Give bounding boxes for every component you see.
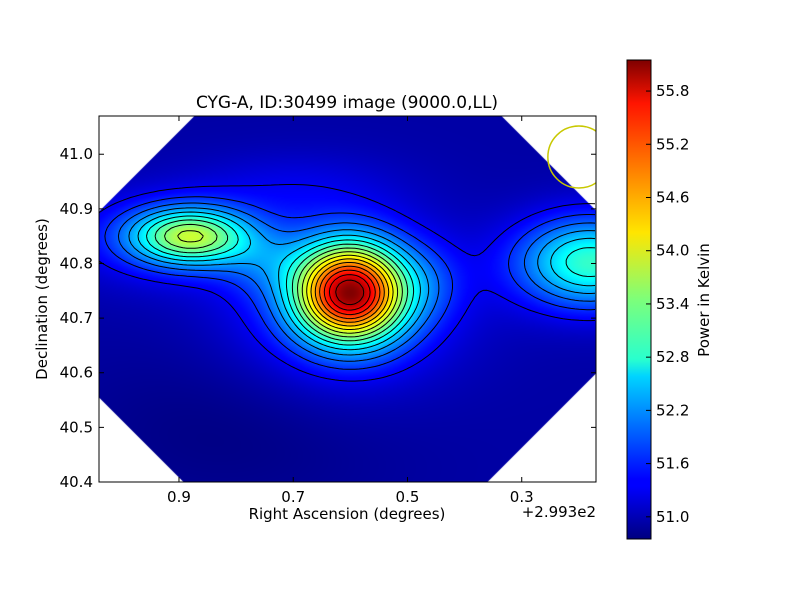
x-axis-ticks: 0.9 0.7 0.5 0.3 (167, 116, 534, 506)
axes-frame (98, 115, 597, 483)
contour-line (314, 262, 385, 323)
y-tick-label: 40.5 (60, 418, 93, 436)
heatmap-image (99, 116, 596, 482)
y-tick-label: 41.0 (60, 145, 93, 163)
contour-line (335, 279, 365, 306)
colorbar-tick-label: 55.8 (656, 82, 689, 100)
contour-line (128, 207, 596, 356)
y-axis-label: Declination (degrees) (33, 218, 51, 380)
y-tick-label: 40.4 (60, 473, 93, 491)
contour-line (177, 230, 399, 334)
contour-line (104, 196, 596, 370)
x-tick-label: 0.9 (167, 488, 191, 506)
y-tick-label: 40.8 (60, 254, 93, 272)
colorbar-tick-label: 51.0 (656, 508, 689, 526)
contour-line (323, 269, 376, 316)
contour-line (146, 215, 596, 346)
x-tick-label: 0.5 (396, 488, 420, 506)
contour-line (99, 184, 596, 382)
colorbar (626, 59, 652, 540)
beam-circle (547, 125, 596, 189)
plot-area (99, 116, 596, 482)
contour-lines (99, 184, 596, 382)
colorbar-tick-label: 55.2 (656, 135, 689, 153)
y-axis-ticks: 40.4 40.5 40.6 40.7 40.8 40.9 41.0 (60, 145, 596, 491)
colorbar-tick-label: 54.0 (656, 242, 689, 260)
contour-line (137, 211, 596, 351)
contour-line (164, 223, 403, 338)
contour-line (117, 202, 596, 362)
colorbar-label: Power in Kelvin (695, 243, 713, 357)
y-tick-label: 40.6 (60, 364, 93, 382)
contour-line (306, 254, 394, 330)
y-tick-label: 40.7 (60, 309, 93, 327)
colorbar-tick-label: 52.8 (656, 348, 689, 366)
chart-title: CYG-A, ID:30499 image (9000.0,LL) (196, 93, 498, 113)
x-axis-label: Right Ascension (degrees) (249, 505, 446, 523)
x-axis-offset: +2.993e2 (522, 503, 596, 521)
contour-line (154, 219, 409, 342)
colorbar-ticks: 51.0 51.6 52.2 52.8 53.4 54.0 54.6 55.2 55.8 (646, 82, 689, 526)
colorbar-tick-label: 52.2 (656, 401, 689, 419)
y-tick-label: 40.9 (60, 200, 93, 218)
colorbar-tick-label: 54.6 (656, 188, 689, 206)
colorbar-tick-label: 51.6 (656, 455, 689, 473)
contour-line (328, 274, 371, 311)
x-tick-label: 0.7 (281, 488, 305, 506)
x-tick-label: 0.3 (510, 488, 534, 506)
contour-line (310, 258, 390, 327)
contour-line (319, 265, 381, 320)
colorbar-tick-label: 53.4 (656, 295, 689, 313)
